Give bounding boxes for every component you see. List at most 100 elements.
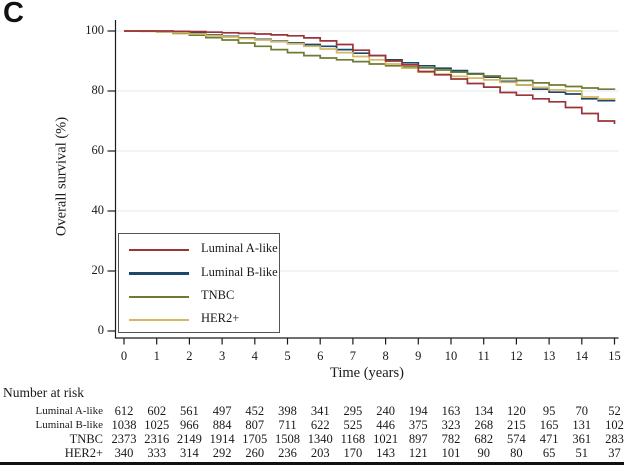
risk-value-r2-t10: 323 xyxy=(441,418,461,432)
risk-value-r1-t0: 612 xyxy=(114,404,134,418)
risk-value-r3-t1: 2316 xyxy=(144,432,170,446)
risk-value-r2-t1: 1025 xyxy=(144,418,170,432)
x-tick-label-6: 6 xyxy=(317,349,324,363)
risk-value-r4-t2: 314 xyxy=(180,446,199,460)
risk-value-r1-t5: 398 xyxy=(278,404,297,418)
risk-value-r1-t11: 134 xyxy=(474,404,494,418)
risk-value-r3-t15: 283 xyxy=(605,432,624,446)
risk-value-r4-t7: 170 xyxy=(343,446,363,460)
risk-value-r1-t8: 240 xyxy=(376,404,395,418)
risk-value-r3-t2: 2149 xyxy=(176,432,202,446)
risk-value-r3-t7: 1168 xyxy=(340,432,366,446)
risk-value-r2-t12: 215 xyxy=(507,418,526,432)
risk-value-r1-t1: 602 xyxy=(147,404,167,418)
legend-line-3 xyxy=(129,295,189,299)
risk-value-r1-t10: 163 xyxy=(441,404,461,418)
risk-value-r3-t3: 1914 xyxy=(209,432,235,446)
risk-value-r4-t6: 203 xyxy=(310,446,330,460)
legend-line-4 xyxy=(129,318,189,322)
risk-row-label-1: Luminal A-like xyxy=(35,405,103,417)
y-tick-label-0: 0 xyxy=(97,323,104,337)
x-tick-label-2: 2 xyxy=(186,349,193,363)
y-tick-label-80: 80 xyxy=(91,83,105,97)
legend-box: Luminal A-like Luminal B-like TNBC HER2+ xyxy=(118,233,280,333)
x-tick-label-3: 3 xyxy=(218,349,226,363)
risk-value-r1-t2: 561 xyxy=(180,404,199,418)
risk-row-label-4: HER2+ xyxy=(64,446,103,460)
x-tick-label-13: 13 xyxy=(542,349,556,363)
legend-label-2: Luminal B-like xyxy=(201,264,278,279)
x-tick-label-9: 9 xyxy=(415,349,422,363)
risk-value-r4-t8: 143 xyxy=(376,446,395,460)
legend-label-3: TNBC xyxy=(201,288,235,302)
panel-label: C xyxy=(3,0,24,29)
x-tick-label-11: 11 xyxy=(477,349,490,363)
risk-value-r3-t14: 361 xyxy=(572,432,592,446)
risk-value-r2-t3: 884 xyxy=(212,418,232,432)
risk-value-r3-t4: 1705 xyxy=(242,432,268,446)
risk-value-r4-t5: 236 xyxy=(278,446,297,460)
y-tick-label-40: 40 xyxy=(91,203,105,217)
y-tick-label-100: 100 xyxy=(85,23,104,37)
risk-value-r2-t4: 807 xyxy=(245,418,265,432)
risk-value-r3-t6: 1340 xyxy=(307,432,333,446)
risk-value-r4-t14: 51 xyxy=(575,446,589,460)
risk-value-r4-t4: 260 xyxy=(245,446,265,460)
risk-value-r1-t15: 52 xyxy=(608,404,621,418)
risk-value-r4-t3: 292 xyxy=(212,446,232,460)
risk-value-r2-t8: 446 xyxy=(376,418,395,432)
risk-value-r3-t10: 782 xyxy=(441,432,461,446)
x-tick-label-15: 15 xyxy=(608,349,621,363)
risk-value-r1-t12: 120 xyxy=(507,404,526,418)
y-axis-title: Overall survival (%) xyxy=(53,116,70,237)
risk-table-title: Number at risk xyxy=(3,385,84,400)
legend-line-1 xyxy=(129,248,189,252)
x-tick-label-14: 14 xyxy=(575,349,589,363)
x-tick-label-1: 1 xyxy=(153,349,160,363)
risk-value-r4-t15: 37 xyxy=(608,446,621,460)
risk-value-r1-t3: 497 xyxy=(212,404,232,418)
risk-value-r1-t14: 70 xyxy=(575,404,589,418)
risk-row-label-3: TNBC xyxy=(69,432,103,446)
risk-value-r3-t5: 1508 xyxy=(275,432,300,446)
km-curve-tnbc xyxy=(124,30,616,91)
x-axis-title: Time (years) xyxy=(330,365,404,381)
y-tick-label-20: 20 xyxy=(91,263,105,277)
risk-value-r2-t11: 268 xyxy=(474,418,494,432)
risk-value-r4-t10: 101 xyxy=(441,446,461,460)
x-tick-label-5: 5 xyxy=(284,349,291,363)
risk-value-r1-t9: 194 xyxy=(408,404,428,418)
km-curve-luminal-a-like xyxy=(124,30,616,124)
risk-value-r3-t11: 682 xyxy=(474,432,494,446)
risk-value-r4-t9: 121 xyxy=(408,446,428,460)
risk-value-r2-t6: 622 xyxy=(310,418,330,432)
risk-value-r4-t1: 333 xyxy=(147,446,167,460)
risk-value-r1-t6: 341 xyxy=(310,404,330,418)
x-tick-label-4: 4 xyxy=(251,349,258,363)
risk-value-r2-t2: 966 xyxy=(180,418,199,432)
x-tick-label-7: 7 xyxy=(349,349,357,363)
risk-value-r1-t13: 95 xyxy=(542,404,556,418)
x-tick-label-10: 10 xyxy=(444,349,458,363)
risk-value-r4-t11: 90 xyxy=(477,446,490,460)
legend-label-4: HER2+ xyxy=(201,311,240,325)
x-tick-label-12: 12 xyxy=(510,349,523,363)
x-tick-label-0: 0 xyxy=(120,349,128,363)
risk-value-r2-t7: 525 xyxy=(343,418,363,432)
risk-value-r1-t4: 452 xyxy=(245,404,265,418)
km-curve-her2- xyxy=(124,30,616,100)
risk-value-r3-t0: 2373 xyxy=(111,432,137,446)
risk-value-r2-t14: 131 xyxy=(572,418,592,432)
risk-row-label-2: Luminal B-like xyxy=(35,419,103,431)
y-tick-label-60: 60 xyxy=(91,143,105,157)
risk-value-r4-t13: 65 xyxy=(542,446,556,460)
risk-value-r1-t7: 295 xyxy=(343,404,363,418)
risk-value-r2-t0: 1038 xyxy=(111,418,137,432)
risk-value-r3-t13: 471 xyxy=(539,432,559,446)
legend-label-1: Luminal A-like xyxy=(201,241,278,255)
risk-value-r2-t9: 375 xyxy=(408,418,428,432)
x-tick-label-8: 8 xyxy=(382,349,389,363)
legend-line-2 xyxy=(129,272,189,275)
